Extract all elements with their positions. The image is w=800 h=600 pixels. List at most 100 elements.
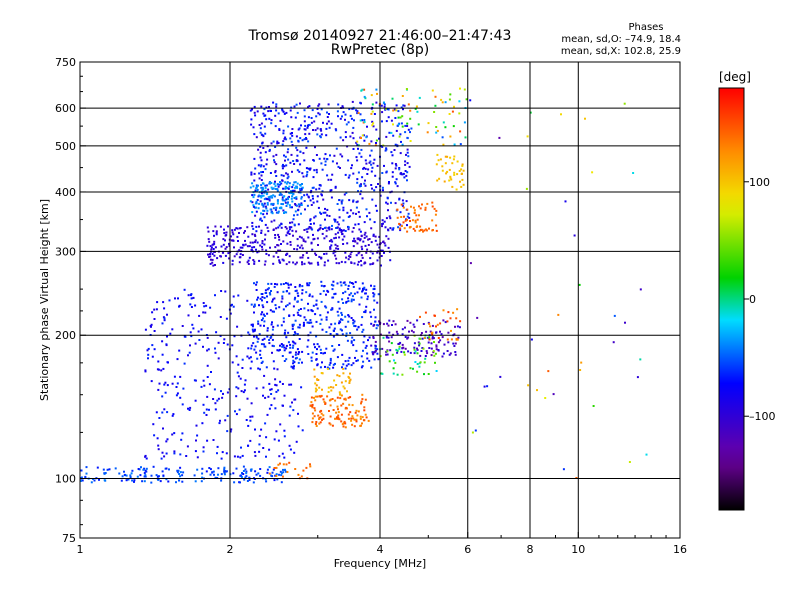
scatter-point (256, 357, 259, 360)
scatter-point (260, 159, 263, 162)
scatter-point (293, 105, 296, 108)
scatter-point (178, 349, 181, 352)
scatter-point (369, 218, 372, 221)
scatter-point (250, 123, 253, 126)
scatter-point (257, 148, 260, 151)
scatter-point (381, 223, 384, 225)
scatter-point (347, 359, 350, 362)
scatter-point (325, 293, 327, 296)
scatter-point (253, 348, 256, 351)
scatter-point (418, 229, 421, 232)
scatter-point (366, 248, 369, 251)
scatter-point (144, 475, 147, 478)
scatter-point (283, 346, 286, 349)
scatter-point (212, 470, 215, 473)
scatter-point (453, 105, 455, 108)
scatter-point (329, 386, 332, 389)
scatter-point (333, 348, 336, 351)
scatter-point (287, 341, 290, 344)
scatter-point (311, 403, 314, 406)
scatter-point (210, 371, 212, 373)
scatter-point (396, 373, 399, 376)
scatter-point (386, 196, 389, 199)
scatter-point (394, 163, 397, 165)
scatter-point (137, 468, 140, 470)
scatter-point (314, 399, 317, 402)
scatter-point (144, 370, 147, 373)
scatter-point (329, 423, 332, 426)
scatter-point (206, 395, 209, 398)
scatter-point (295, 185, 298, 188)
scatter-point (342, 209, 345, 212)
scatter-point (285, 182, 288, 185)
scatter-point (165, 467, 168, 470)
scatter-point (394, 167, 397, 170)
scatter-point (250, 173, 253, 176)
scatter-point (392, 227, 395, 230)
scatter-point (462, 169, 465, 172)
scatter-point (285, 138, 288, 141)
scatter-point (293, 214, 295, 217)
scatter-point (353, 292, 356, 295)
scatter-point (287, 148, 290, 151)
scatter-point (321, 228, 324, 230)
scatter-point (210, 248, 213, 251)
scatter-point (336, 221, 339, 224)
scatter-point (168, 299, 171, 302)
scatter-point (357, 211, 360, 214)
scatter-point (311, 248, 314, 251)
scatter-point (262, 112, 265, 115)
scatter-point (552, 393, 555, 396)
scatter-point (442, 319, 445, 322)
scatter-point (382, 189, 384, 192)
scatter-point (300, 475, 303, 478)
scatter-point (349, 332, 352, 335)
scatter-point (262, 147, 265, 149)
scatter-point (399, 211, 402, 214)
scatter-point (205, 304, 208, 307)
scatter-point (341, 318, 344, 321)
scatter-point (352, 137, 355, 140)
scatter-point (250, 347, 253, 350)
scatter-point (288, 226, 291, 229)
scatter-point (270, 220, 273, 223)
scatter-point (287, 187, 290, 190)
scatter-point (306, 345, 309, 348)
scatter-point (202, 345, 204, 348)
scatter-point (374, 235, 377, 238)
scatter-point (345, 123, 348, 126)
scatter-point (336, 110, 339, 113)
scatter-point (385, 170, 388, 173)
scatter-point (240, 476, 243, 478)
scatter-point (289, 405, 292, 408)
scatter-point (270, 290, 272, 292)
scatter-point (282, 344, 285, 347)
scatter-point (259, 468, 262, 470)
scatter-point (282, 129, 285, 132)
scatter-point (368, 359, 371, 362)
scatter-point (373, 299, 376, 302)
scatter-point (194, 450, 197, 453)
scatter-point (213, 388, 216, 391)
scatter-point (391, 162, 394, 165)
scatter-point (261, 203, 264, 206)
scatter-point (282, 240, 285, 243)
scatter-point (381, 249, 384, 252)
scatter-point (200, 385, 203, 388)
scatter-point (307, 106, 309, 109)
scatter-point (282, 203, 284, 206)
scatter-point (264, 205, 267, 208)
scatter-point (270, 182, 273, 184)
scatter-point (413, 346, 416, 349)
scatter-cluster (249, 181, 304, 215)
scatter-point (291, 221, 294, 224)
y-tick-label: 500 (55, 140, 76, 153)
scatter-point (313, 343, 316, 346)
scatter-point (260, 164, 263, 167)
scatter-point (274, 171, 277, 174)
scatter-point (363, 233, 366, 236)
scatter-point (330, 122, 333, 125)
scatter-point (233, 481, 236, 484)
scatter-point (253, 172, 256, 175)
x-tick-label: 16 (673, 543, 687, 556)
